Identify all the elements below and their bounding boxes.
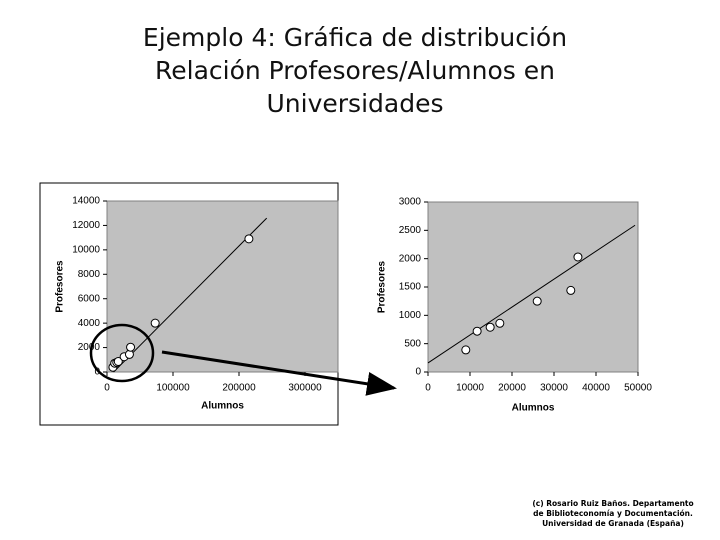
y-tick-label: 0 xyxy=(94,367,100,378)
y-tick-label: 0 xyxy=(415,367,421,378)
trendline xyxy=(427,224,636,364)
y-tick-label: 8000 xyxy=(78,269,101,280)
y-tick-label: 10000 xyxy=(72,244,100,255)
point xyxy=(472,326,482,336)
y-tick-label: 2000 xyxy=(399,253,422,264)
x-axis-title: Alumnos xyxy=(201,401,244,412)
footer-line: de Biblioteconomía y Documentación. xyxy=(533,509,693,518)
zoom-arrow xyxy=(161,350,397,396)
y-tick-label: 4000 xyxy=(78,318,101,329)
point xyxy=(461,345,471,355)
x-tick-label: 20000 xyxy=(498,383,526,394)
point xyxy=(126,342,136,352)
y-tick-label: 2500 xyxy=(399,225,422,236)
title-line: Ejemplo 4: Gráfica de distribución xyxy=(143,23,567,52)
title-line: Universidades xyxy=(267,89,444,118)
x-tick-label: 0 xyxy=(425,383,431,394)
y-tick-label: 1500 xyxy=(399,282,422,293)
x-tick-label: 200000 xyxy=(222,383,256,394)
x-tick-label: 300000 xyxy=(288,383,322,394)
x-tick-label: 100000 xyxy=(156,383,190,394)
x-tick-label: 10000 xyxy=(456,383,484,394)
point xyxy=(244,234,254,244)
x-tick-label: 50000 xyxy=(624,383,652,394)
x-tick-label: 0 xyxy=(104,383,110,394)
point xyxy=(113,356,123,366)
y-axis-title: Profesores xyxy=(55,260,66,313)
y-tick-label: 14000 xyxy=(72,196,100,207)
highlight-ellipse xyxy=(89,323,155,383)
trendline xyxy=(113,217,268,373)
y-tick-label: 12000 xyxy=(72,220,100,231)
plot-area xyxy=(427,201,639,373)
y-tick-label: 1000 xyxy=(399,310,422,321)
y-tick-label: 500 xyxy=(404,338,421,349)
x-tick-label: 30000 xyxy=(540,383,568,394)
title-line: Relación Profesores/Alumnos en xyxy=(155,56,555,85)
y-tick-label: 3000 xyxy=(399,197,422,208)
y-tick-label: 2000 xyxy=(78,342,101,353)
y-axis-title: Profesores xyxy=(377,260,388,313)
footer-line: Universidad de Granada (España) xyxy=(542,519,684,528)
footer-line: (c) Rosario Ruiz Baños. Departamento xyxy=(532,499,693,508)
point xyxy=(485,322,495,332)
y-tick-label: 6000 xyxy=(78,293,101,304)
plot-area xyxy=(106,200,339,373)
x-tick-label: 40000 xyxy=(582,383,610,394)
point xyxy=(532,296,542,306)
point xyxy=(573,252,583,262)
point xyxy=(566,285,576,295)
point xyxy=(495,318,505,328)
x-axis-title: Alumnos xyxy=(512,403,555,414)
point xyxy=(124,349,134,359)
point xyxy=(150,318,160,328)
